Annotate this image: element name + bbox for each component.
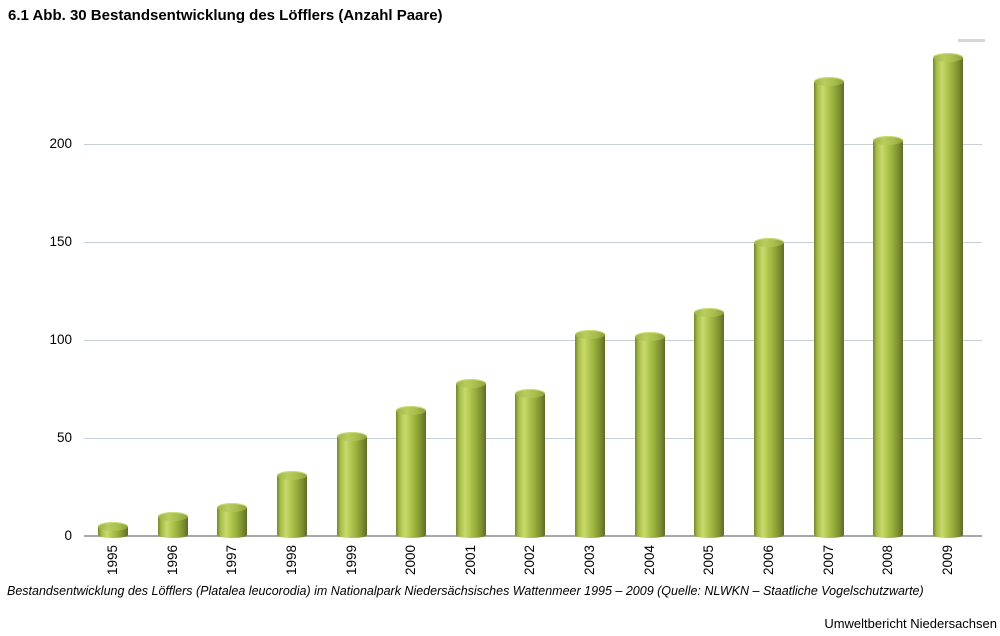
bar-top-cap: [575, 330, 606, 339]
bar-2003: [575, 330, 606, 538]
bar-2008: [873, 136, 904, 538]
bar-2001: [455, 379, 486, 538]
bar-1996: [157, 512, 188, 538]
y-tick-label-0: 0: [64, 528, 72, 543]
bar-top-cap: [873, 136, 904, 145]
x-tick-label-2006: 2006: [761, 544, 777, 576]
legend-dash-icon: [958, 39, 985, 42]
bar-top-cap: [217, 503, 248, 512]
bar-1995: [98, 522, 128, 538]
x-tick-label-1999: 1999: [343, 544, 359, 576]
x-tick-label-2000: 2000: [403, 544, 419, 576]
x-tick-label-2002: 2002: [522, 544, 538, 576]
x-tick-label-2009: 2009: [939, 544, 955, 576]
x-tick-label-2001: 2001: [462, 544, 478, 576]
x-tick-label-2008: 2008: [880, 544, 896, 576]
gridline-150: [84, 241, 982, 243]
chart-title: 6.1 Abb. 30 Bestandsentwicklung des Löff…: [8, 7, 443, 24]
x-tick-label-1996: 1996: [164, 544, 180, 576]
bar-top-cap: [694, 308, 725, 317]
bar-top-cap: [813, 77, 844, 86]
figure-caption: Bestandsentwicklung des Löfflers (Platal…: [7, 584, 924, 598]
plot-area: [84, 40, 982, 538]
x-tick-label-2005: 2005: [701, 544, 717, 576]
bar-top-cap: [98, 522, 128, 531]
y-tick-label-100: 100: [49, 331, 72, 347]
bar-2007: [813, 77, 844, 538]
bar-top-cap: [276, 471, 307, 480]
x-tick-label-1998: 1998: [283, 544, 299, 576]
bar-top-cap: [157, 512, 188, 521]
x-tick-label-2007: 2007: [820, 544, 836, 576]
y-tick-label-150: 150: [49, 233, 72, 249]
bar-1997: [217, 503, 248, 538]
bar-1998: [276, 471, 307, 538]
bar-2005: [694, 308, 725, 538]
x-tick-label-2003: 2003: [582, 544, 598, 576]
x-tick-label-1995: 1995: [105, 544, 120, 576]
y-tick-label-200: 200: [49, 135, 72, 151]
bar-2006: [754, 238, 785, 538]
x-tick-label-1997: 1997: [224, 544, 240, 576]
gridline-100: [84, 339, 982, 341]
bar-top-cap: [634, 332, 665, 341]
bar-top-cap: [455, 379, 486, 388]
bar-top-cap: [336, 432, 367, 441]
bar-top-cap: [396, 406, 427, 415]
report-footer: Umweltbericht Niedersachsen: [824, 616, 997, 631]
bar-1999: [336, 432, 367, 538]
y-tick-label-50: 50: [56, 429, 72, 445]
bar-2002: [515, 389, 546, 538]
bar-top-cap: [754, 238, 785, 247]
bar-2004: [634, 332, 665, 538]
gridline-200: [84, 143, 982, 145]
bar-2009: [932, 53, 963, 538]
x-tick-label-2004: 2004: [641, 544, 657, 576]
bar-2000: [396, 406, 427, 538]
bar-top-cap: [932, 53, 963, 62]
bar-top-cap: [515, 389, 546, 398]
